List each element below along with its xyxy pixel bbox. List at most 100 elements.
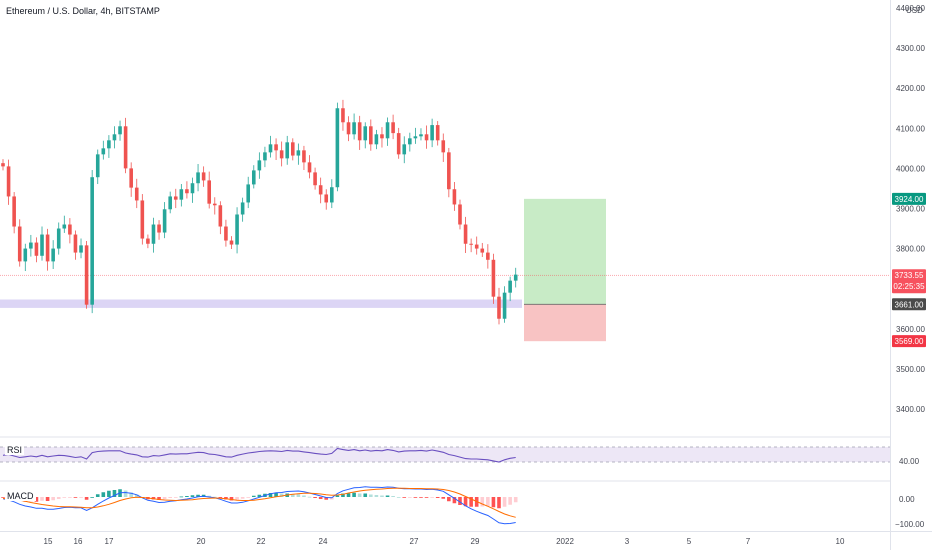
candle [123, 117, 128, 174]
macd-histogram-bar [129, 492, 133, 497]
macd-histogram-bar [218, 497, 223, 498]
price-tick-label: 3600.00 [896, 325, 925, 334]
macd-histogram-bar [168, 497, 172, 498]
svg-text:3661.00: 3661.00 [895, 300, 924, 309]
macd-histogram-bar [480, 497, 485, 507]
macd-histogram-bar [402, 497, 407, 498]
macd-histogram-bar [385, 495, 390, 497]
candle [162, 202, 167, 239]
candle [502, 286, 507, 323]
candle [263, 146, 267, 168]
macd-histogram-bar [173, 497, 178, 498]
svg-text:3569.00: 3569.00 [895, 337, 924, 346]
macd-histogram-bar [441, 497, 446, 499]
macd-histogram-bar [274, 493, 278, 497]
macd-histogram-bar [435, 497, 440, 498]
candle [151, 217, 156, 253]
macd-histogram-bar [162, 497, 167, 500]
candle [29, 234, 33, 257]
macd-histogram-bar [79, 497, 83, 498]
macd-histogram-bar [513, 497, 518, 503]
macd-histogram-bar [302, 495, 306, 497]
macd-histogram-bar [502, 497, 507, 507]
candle [424, 125, 429, 149]
macd-panel-label[interactable]: MACD [5, 491, 36, 501]
macd-histogram-bar [363, 493, 368, 497]
price-tick-label: 3900.00 [896, 204, 925, 213]
badge-stop: 3569.00 [892, 335, 926, 348]
candle [134, 178, 139, 209]
price-tick-label: 3800.00 [896, 245, 925, 254]
candle [430, 118, 434, 148]
time-tick-label: 27 [410, 537, 419, 546]
candle [352, 113, 356, 140]
candle [480, 242, 485, 257]
macd-histogram-bar [90, 497, 94, 498]
candle [140, 194, 145, 245]
candle [474, 236, 479, 255]
candle [341, 99, 345, 131]
candle [385, 117, 390, 146]
candle [508, 276, 512, 302]
macd-histogram-bar [369, 494, 373, 497]
candle [1, 159, 5, 171]
candle [257, 152, 262, 179]
macd-histogram-bar [1, 497, 5, 498]
price-tick-label: 4000.00 [896, 164, 925, 173]
macd-histogram-bar [346, 493, 351, 497]
symbol-title[interactable]: Ethereum / U.S. Dollar, 4h, BITSTAMP [6, 6, 160, 16]
macd-histogram-bar [246, 497, 251, 498]
macd-histogram-bar [296, 494, 301, 497]
candle [6, 159, 11, 205]
macd-histogram-bar [408, 497, 412, 498]
macd-histogram-bar [430, 497, 434, 498]
macd-histogram-bar [45, 497, 50, 501]
macd-histogram-bar [51, 497, 55, 501]
candle [173, 188, 178, 209]
candle [318, 177, 323, 204]
candle [369, 119, 373, 151]
macd-histogram-bar [380, 495, 384, 497]
macd-histogram-bar [56, 497, 61, 499]
macd-histogram-bar [279, 493, 284, 497]
candle [469, 238, 473, 253]
macd-histogram-bar [235, 497, 239, 500]
candle [307, 155, 312, 179]
macd-histogram-bar [491, 497, 496, 508]
macd-histogram-bar [469, 497, 473, 507]
candle [212, 197, 217, 215]
candle [73, 230, 78, 260]
candle [79, 238, 83, 259]
macd-histogram-bar [207, 495, 212, 497]
macd-histogram-bar [324, 497, 329, 500]
rsi-line [2, 447, 516, 463]
candle [302, 145, 306, 170]
time-tick-label: 24 [319, 537, 328, 546]
time-tick-label: 10 [836, 537, 845, 546]
time-tick-label: 2022 [556, 537, 574, 546]
candle [458, 199, 462, 230]
macd-histogram-bar [447, 497, 451, 502]
candle [251, 165, 256, 189]
macd-axis-label-min: −100.00 [895, 520, 925, 529]
macd-histogram-bar [224, 497, 228, 500]
macd-histogram-bar [374, 495, 379, 497]
candle [363, 122, 368, 149]
loss-zone[interactable] [524, 304, 606, 342]
candle [324, 189, 329, 210]
signal-line [2, 487, 516, 518]
profit-zone[interactable] [524, 198, 606, 305]
candle [279, 141, 284, 167]
rsi-panel-label[interactable]: RSI [5, 445, 25, 455]
candle [23, 243, 28, 272]
candle [391, 114, 395, 140]
candle [513, 267, 518, 288]
macd-histogram-bar [112, 490, 117, 497]
macd-histogram-bar [497, 497, 501, 509]
candle [408, 132, 412, 152]
support-zone[interactable] [0, 299, 522, 308]
macd-histogram-bar [458, 497, 462, 505]
macd-histogram-bar [396, 497, 401, 498]
